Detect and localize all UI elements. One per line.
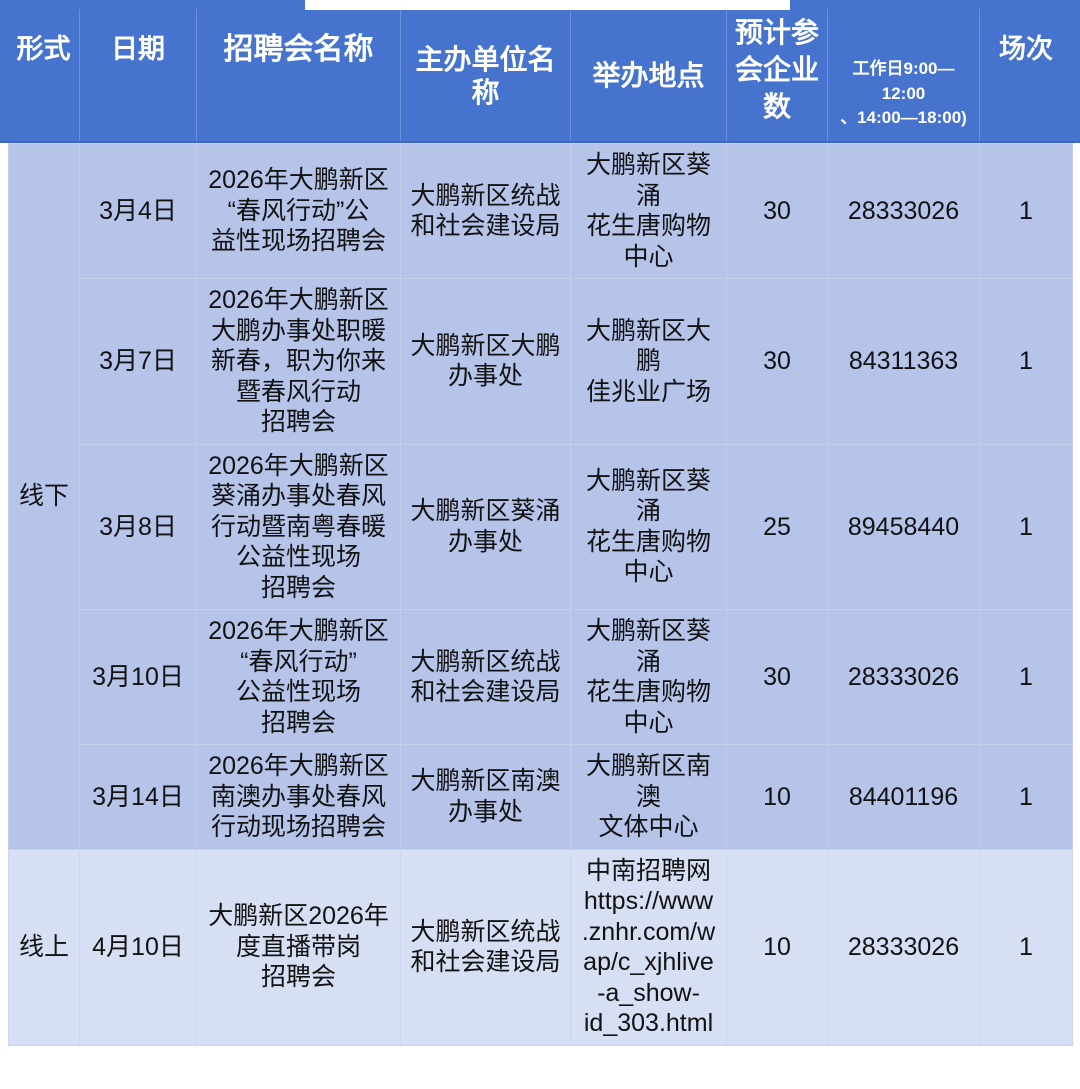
cell-companies: 30 xyxy=(726,278,828,445)
column-header-venue[interactable]: 举办地点 xyxy=(570,9,726,143)
cell-date: 3月8日 xyxy=(79,443,197,610)
cell-name: 2026年大鹏新区 “春风行动”公 益性现场招聘会 xyxy=(196,143,401,279)
cell-organizer: 大鹏新区统战 和社会建设局 xyxy=(400,848,571,1046)
cell-organizer: 大鹏新区南澳 办事处 xyxy=(400,744,571,850)
cell-date: 3月4日 xyxy=(79,143,197,279)
column-header-sessions[interactable]: 场次 xyxy=(979,9,1072,143)
cell-date: 3月10日 xyxy=(79,609,197,745)
cell-venue: 大鹏新区葵涌 花生唐购物 中心 xyxy=(570,443,727,610)
cell-venue: 大鹏新区葵涌 花生唐购物 中心 xyxy=(570,609,727,745)
column-header-category[interactable]: 形式 xyxy=(16,34,71,65)
cell-organizer: 大鹏新区统战 和社会建设局 xyxy=(400,609,571,745)
cell-phone: 28333026 xyxy=(827,143,980,279)
table-row[interactable]: 3月7日 2026年大鹏新区 大鹏办事处职暖 新春，职为你来 暨春风行动 招聘会… xyxy=(9,278,1073,445)
cell-organizer: 大鹏新区统战 和社会建设局 xyxy=(400,143,571,279)
cell-name: 2026年大鹏新区 南澳办事处春风 行动现场招聘会 xyxy=(196,744,401,850)
cell-name: 2026年大鹏新区 葵涌办事处春风 行动暨南粤春暖 公益性现场 招聘会 xyxy=(196,443,401,610)
cell-phone: 84401196 xyxy=(827,744,980,850)
cell-sessions: 1 xyxy=(979,609,1073,745)
cell-venue: 大鹏新区南澳 文体中心 xyxy=(570,744,727,850)
table-row[interactable]: 线上 4月10日 大鹏新区2026年 度直播带岗 招聘会 大鹏新区统战 和社会建… xyxy=(8,848,1073,1046)
column-header-organizer[interactable]: 主办单位名称 xyxy=(400,9,570,143)
column-header-phone[interactable]: 工作日9:00—12:00 、14:00—18:00) xyxy=(827,9,979,143)
column-header-date[interactable]: 日期 xyxy=(79,9,196,143)
cell-category: 线上 xyxy=(8,848,80,1046)
header-top-notch xyxy=(305,0,790,10)
cell-sessions: 1 xyxy=(979,143,1073,279)
cell-phone: 28333026 xyxy=(827,848,980,1046)
cell-companies: 30 xyxy=(726,609,828,745)
cell-name: 2026年大鹏新区 大鹏办事处职暖 新春，职为你来 暨春风行动 招聘会 xyxy=(196,278,401,445)
cell-organizer: 大鹏新区葵涌 办事处 xyxy=(400,443,571,610)
cell-name: 2026年大鹏新区 “春风行动” 公益性现场 招聘会 xyxy=(196,609,401,745)
table-row[interactable]: 3月14日 2026年大鹏新区 南澳办事处春风 行动现场招聘会 大鹏新区南澳 办… xyxy=(9,744,1073,850)
cell-sessions: 1 xyxy=(979,443,1073,610)
cell-sessions: 1 xyxy=(979,744,1073,850)
cell-name: 大鹏新区2026年 度直播带岗 招聘会 xyxy=(196,848,401,1046)
cell-sessions: 1 xyxy=(979,848,1073,1046)
left-margin xyxy=(0,143,8,1089)
column-header-name[interactable]: 招聘会名称 xyxy=(196,9,400,143)
cell-organizer: 大鹏新区大鹏 办事处 xyxy=(400,278,571,445)
cell-sessions: 1 xyxy=(979,278,1073,445)
cell-phone: 89458440 xyxy=(827,443,980,610)
cell-category: 线下 xyxy=(8,143,80,850)
table-row[interactable]: 3月8日 2026年大鹏新区 葵涌办事处春风 行动暨南粤春暖 公益性现场 招聘会… xyxy=(9,443,1073,610)
table-row[interactable]: 线下 3月4日 2026年大鹏新区 “春风行动”公 益性现场招聘会 大鹏新区统战… xyxy=(8,143,1073,850)
cell-date: 3月7日 xyxy=(79,278,197,445)
cell-companies: 10 xyxy=(726,848,828,1046)
right-margin xyxy=(1072,143,1080,1089)
cell-date: 3月14日 xyxy=(79,744,197,850)
cell-companies: 30 xyxy=(726,143,828,279)
cell-companies: 25 xyxy=(726,443,828,610)
cell-venue-url[interactable]: 中南招聘网 https://www .znhr.com/w ap/c_xjhli… xyxy=(570,848,727,1046)
recruitment-schedule-table: 线下 3月4日 2026年大鹏新区 “春风行动”公 益性现场招聘会 大鹏新区统战… xyxy=(8,143,1073,1046)
cell-venue: 大鹏新区葵涌 花生唐购物 中心 xyxy=(570,143,727,279)
column-header-companies[interactable]: 预计参 会企业 数 xyxy=(726,9,827,143)
cell-date: 4月10日 xyxy=(79,848,197,1046)
cell-phone: 28333026 xyxy=(827,609,980,745)
table-header-row: 形式 日期 招聘会名称 主办单位名称 举办地点 预计参 会企业 数 工作日9:0… xyxy=(0,0,1080,143)
cell-venue: 大鹏新区大鹏 佳兆业广场 xyxy=(570,278,727,445)
header-bottom-rule xyxy=(0,141,1080,143)
table-row[interactable]: 3月10日 2026年大鹏新区 “春风行动” 公益性现场 招聘会 大鹏新区统战 … xyxy=(9,609,1073,745)
cell-phone: 84311363 xyxy=(827,278,980,445)
cell-companies: 10 xyxy=(726,744,828,850)
